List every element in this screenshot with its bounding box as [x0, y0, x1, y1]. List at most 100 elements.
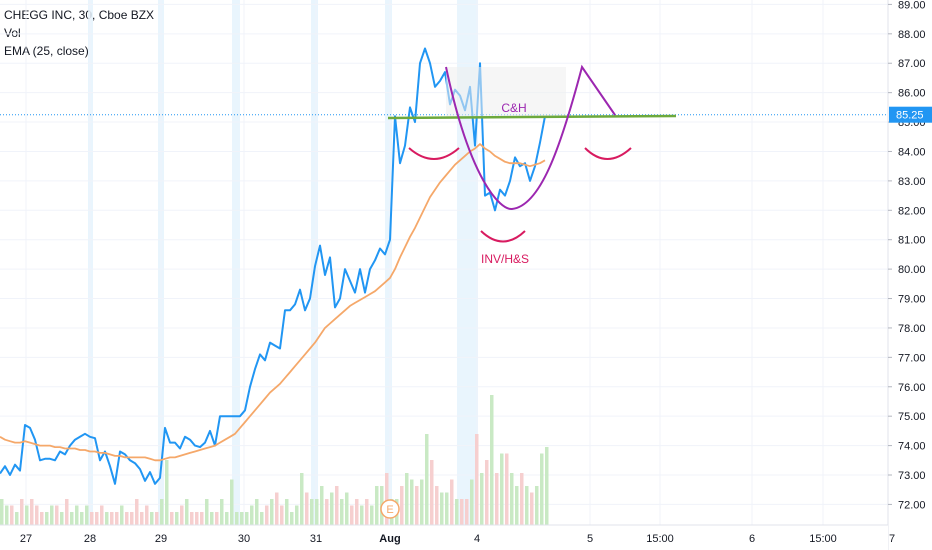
volume-bar-73 — [365, 499, 369, 525]
y-tick-label-0: 72.00 — [898, 499, 926, 511]
volume-bar-23 — [115, 512, 119, 525]
volume-bar-81 — [405, 473, 409, 525]
volume-bar-80 — [400, 486, 404, 525]
inv-hs-label: INV/H&S — [481, 252, 529, 266]
x-tick-label-3: 30 — [238, 533, 250, 545]
volume-bar-70 — [350, 505, 354, 525]
volume-bar-24 — [120, 505, 124, 525]
volume-bar-71 — [355, 499, 359, 525]
volume-bar-65 — [325, 499, 329, 525]
y-tick-label-6: 78.00 — [898, 323, 926, 335]
session-band-4 — [385, 0, 392, 525]
volume-bar-33 — [165, 460, 169, 525]
volume-bar-10 — [50, 505, 54, 525]
current-price-tag-label: 85.25 — [896, 110, 924, 122]
chart-legend: CHEGG INC, 30, Cboe BZX Vol EMA (25, clo… — [4, 6, 154, 60]
x-tick-label-10: 15:00 — [809, 533, 837, 545]
x-tick-label-5: Aug — [379, 533, 400, 545]
session-band-2 — [232, 0, 240, 525]
volume-bar-35 — [175, 512, 179, 525]
y-tick-label-7: 79.00 — [898, 294, 926, 306]
volume-bar-30 — [150, 512, 154, 525]
y-tick-label-2: 74.00 — [898, 441, 926, 453]
volume-bar-90 — [450, 479, 454, 525]
volume-bar-106 — [530, 492, 534, 525]
volume-bar-82 — [410, 479, 414, 525]
volume-bar-28 — [140, 512, 144, 525]
volume-bar-87 — [435, 486, 439, 525]
volume-bar-59 — [295, 505, 299, 525]
y-tick-label-5: 77.00 — [898, 352, 926, 364]
volume-bar-51 — [255, 499, 259, 525]
volume-bar-16 — [80, 512, 84, 525]
volume-bar-44 — [220, 499, 224, 525]
volume-bar-60 — [300, 473, 304, 525]
cup-handle-label: C&H — [501, 101, 526, 115]
volume-bar-48 — [240, 512, 244, 525]
volume-bar-57 — [285, 499, 289, 525]
volume-bar-100 — [500, 453, 504, 525]
legend-symbol[interactable]: CHEGG INC, 30, Cboe BZX — [4, 8, 155, 22]
volume-bar-103 — [515, 486, 519, 525]
x-tick-label-4: 31 — [310, 533, 322, 545]
volume-bar-105 — [525, 486, 529, 525]
volume-bar-88 — [440, 492, 444, 525]
volume-bar-108 — [540, 453, 544, 525]
volume-bar-53 — [265, 505, 269, 525]
volume-bar-83 — [415, 486, 419, 525]
volume-bar-45 — [225, 512, 229, 525]
volume-bar-95 — [475, 434, 479, 525]
volume-bar-92 — [460, 499, 464, 525]
volume-bar-38 — [190, 512, 194, 525]
volume-bar-25 — [125, 512, 129, 525]
y-tick-label-1: 73.00 — [898, 470, 926, 482]
volume-bar-19 — [95, 512, 99, 525]
volume-bar-32 — [160, 499, 164, 525]
volume-bar-5 — [25, 505, 29, 525]
neckline — [387, 114, 677, 120]
volume-bar-3 — [15, 512, 19, 525]
volume-bar-63 — [315, 499, 319, 525]
volume-bar-37 — [185, 499, 189, 525]
volume-bar-21 — [105, 512, 109, 525]
cup-handle-curve — [445, 64, 616, 210]
volume-bar-42 — [210, 512, 214, 525]
y-tick-label-12: 84.00 — [898, 146, 926, 158]
volume-bar-102 — [510, 473, 514, 525]
right-shoulder-arc — [584, 147, 632, 160]
volume-bar-109 — [545, 447, 549, 525]
cup-handle-box — [446, 67, 566, 117]
volume-bar-58 — [290, 512, 294, 525]
legend-volume[interactable]: Vol — [4, 26, 21, 40]
y-tick-label-11: 83.00 — [898, 176, 926, 188]
volume-bar-49 — [245, 512, 249, 525]
volume-bar-46 — [230, 479, 234, 525]
volume-bar-86 — [430, 460, 434, 525]
volume-bar-29 — [145, 505, 149, 525]
volume-bar-62 — [310, 499, 314, 525]
y-tick-label-9: 81.00 — [898, 235, 926, 247]
volume-bar-61 — [305, 492, 309, 525]
volume-bar-6 — [30, 499, 34, 525]
y-tick-label-15: 87.00 — [898, 58, 926, 70]
volume-bar-17 — [85, 505, 89, 525]
volume-bar-18 — [90, 512, 94, 525]
volume-bar-64 — [320, 486, 324, 525]
volume-bar-55 — [275, 492, 279, 525]
legend-ema[interactable]: EMA (25, close) — [4, 44, 89, 58]
x-tick-label-1: 28 — [84, 533, 96, 545]
volume-bar-15 — [75, 505, 79, 525]
earnings-marker-label: E — [386, 504, 393, 516]
volume-bar-4 — [20, 499, 24, 525]
volume-bar-27 — [135, 499, 139, 525]
y-tick-label-16: 88.00 — [898, 29, 926, 41]
volume-bar-9 — [45, 512, 49, 525]
volume-bar-93 — [465, 499, 469, 525]
x-tick-label-8: 15:00 — [646, 533, 674, 545]
left-shoulder-arc — [408, 147, 460, 160]
volume-bar-94 — [470, 479, 474, 525]
volume-bar-52 — [260, 512, 264, 525]
volume-bar-2 — [10, 505, 14, 525]
volume-bar-96 — [480, 473, 484, 525]
